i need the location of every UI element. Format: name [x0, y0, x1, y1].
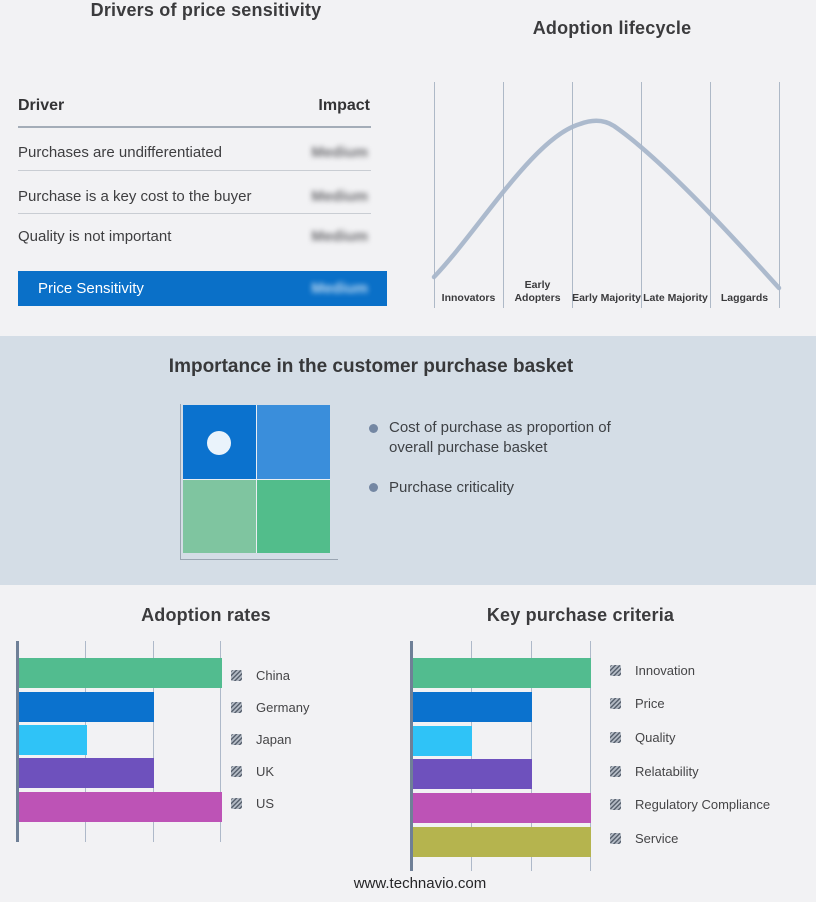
driver-row-label: Quality is not important	[18, 228, 172, 245]
bar-innovation	[413, 658, 591, 688]
stage-label-early-majority: Early Majority	[572, 292, 641, 305]
matrix-cell-bottom-right	[257, 479, 330, 553]
price-sensitivity-row: Price Sensitivity Medium	[18, 271, 387, 306]
bar-service	[413, 827, 591, 857]
gridline	[531, 641, 532, 871]
legend-item: UK	[231, 763, 274, 779]
legend-label: Relatability	[635, 763, 699, 779]
legend-swatch-icon	[610, 664, 621, 676]
driver-row-impact: Medium	[311, 188, 368, 205]
legend-label: Quality	[635, 729, 676, 745]
gridline	[471, 641, 472, 871]
importance-matrix	[183, 405, 330, 553]
legend-label: Price	[635, 695, 665, 711]
legend-item: Relatability	[610, 763, 699, 779]
lifecycle-curve	[431, 118, 782, 291]
bar-regulatory-compliance	[413, 793, 591, 823]
legend-swatch-icon	[610, 832, 621, 844]
matrix-cell-bottom-left	[183, 479, 256, 553]
bullet-icon	[369, 424, 378, 433]
matrix-x-axis	[180, 559, 338, 560]
legend-swatch-icon	[231, 797, 242, 809]
stage-label-laggards: Laggards	[720, 292, 769, 305]
stage-label-late-majority: Late Majority	[643, 292, 708, 305]
matrix-y-axis	[180, 404, 181, 560]
legend-swatch-icon	[610, 765, 621, 777]
basket-title: Importance in the customer purchase bask…	[168, 356, 574, 377]
legend-label: Service	[635, 830, 679, 846]
table-header-divider	[18, 126, 371, 128]
driver-row-label: Purchase is a key cost to the buyer	[18, 188, 252, 205]
matrix-position-dot	[207, 431, 231, 455]
legend-label: UK	[256, 763, 275, 779]
legend-item: China	[231, 667, 290, 683]
legend-label: Regulatory Compliance	[635, 796, 771, 812]
legend-swatch-icon	[231, 701, 242, 713]
legend-item: Innovation	[610, 662, 695, 678]
adoption-rates-title: Adoption rates	[141, 605, 271, 625]
driver-row-impact: Medium	[311, 144, 368, 161]
gridline	[641, 82, 642, 308]
legend-label: Innovation	[635, 662, 695, 678]
legend-swatch-icon	[610, 731, 621, 743]
y-axis	[16, 641, 19, 842]
footer-url: www.technavio.com	[353, 875, 487, 892]
basket-bullet: Purchase criticality	[389, 479, 515, 496]
y-axis	[410, 641, 413, 871]
gridline	[710, 82, 711, 308]
bar-china	[19, 658, 222, 688]
legend-item: Germany	[231, 699, 309, 715]
gridline	[572, 82, 573, 308]
table-row-divider	[18, 213, 371, 214]
legend-item: Service	[610, 830, 678, 846]
legend-item: Japan	[231, 731, 291, 747]
driver-row-label: Purchases are undifferentiated	[18, 144, 223, 161]
legend-swatch-icon	[231, 733, 242, 745]
bar-relatability	[413, 759, 532, 789]
bullet-icon	[369, 483, 378, 492]
price-sensitivity-impact: Medium	[311, 280, 368, 297]
legend-swatch-icon	[231, 669, 242, 681]
legend-swatch-icon	[231, 765, 242, 777]
price-sensitivity-label: Price Sensitivity	[38, 280, 144, 297]
bar-japan	[19, 725, 87, 755]
legend-swatch-icon	[610, 798, 621, 810]
legend-item: Price	[610, 695, 665, 711]
drivers-col-driver: Driver	[18, 97, 65, 114]
basket-bullet: Cost of purchase as proportion of overal…	[389, 419, 611, 456]
lifecycle-panel-title: Adoption lifecycle	[532, 18, 692, 38]
gridline	[220, 641, 221, 842]
gridline	[153, 641, 154, 842]
gridline	[779, 82, 780, 308]
purchase-basket-band	[0, 336, 816, 585]
legend-label: China	[256, 667, 290, 683]
bar-uk	[19, 758, 154, 788]
lifecycle-curve-chart	[431, 118, 782, 291]
legend-item: Regulatory Compliance	[610, 796, 770, 812]
bar-price	[413, 692, 532, 722]
gridline	[590, 641, 591, 871]
drivers-col-impact: Impact	[318, 97, 370, 114]
table-row-divider	[18, 170, 371, 171]
legend-label: Japan	[256, 731, 292, 747]
legend-item: US	[231, 795, 274, 811]
bar-germany	[19, 692, 154, 722]
stage-label-early-adopters: Early Adopters	[514, 278, 561, 305]
drivers-panel-title: Drivers of price sensitivity	[90, 0, 322, 20]
gridline	[434, 82, 435, 308]
legend-swatch-icon	[610, 697, 621, 709]
legend-label: US	[256, 795, 275, 811]
bar-us	[19, 792, 222, 822]
stage-label-innovators: Innovators	[441, 292, 496, 305]
matrix-cell-top-right	[257, 405, 330, 479]
bar-quality	[413, 726, 473, 756]
driver-row-impact: Medium	[311, 228, 368, 245]
key-purchase-criteria-title: Key purchase criteria	[486, 605, 675, 625]
legend-item: Quality	[610, 729, 675, 745]
legend-label: Germany	[256, 699, 310, 715]
